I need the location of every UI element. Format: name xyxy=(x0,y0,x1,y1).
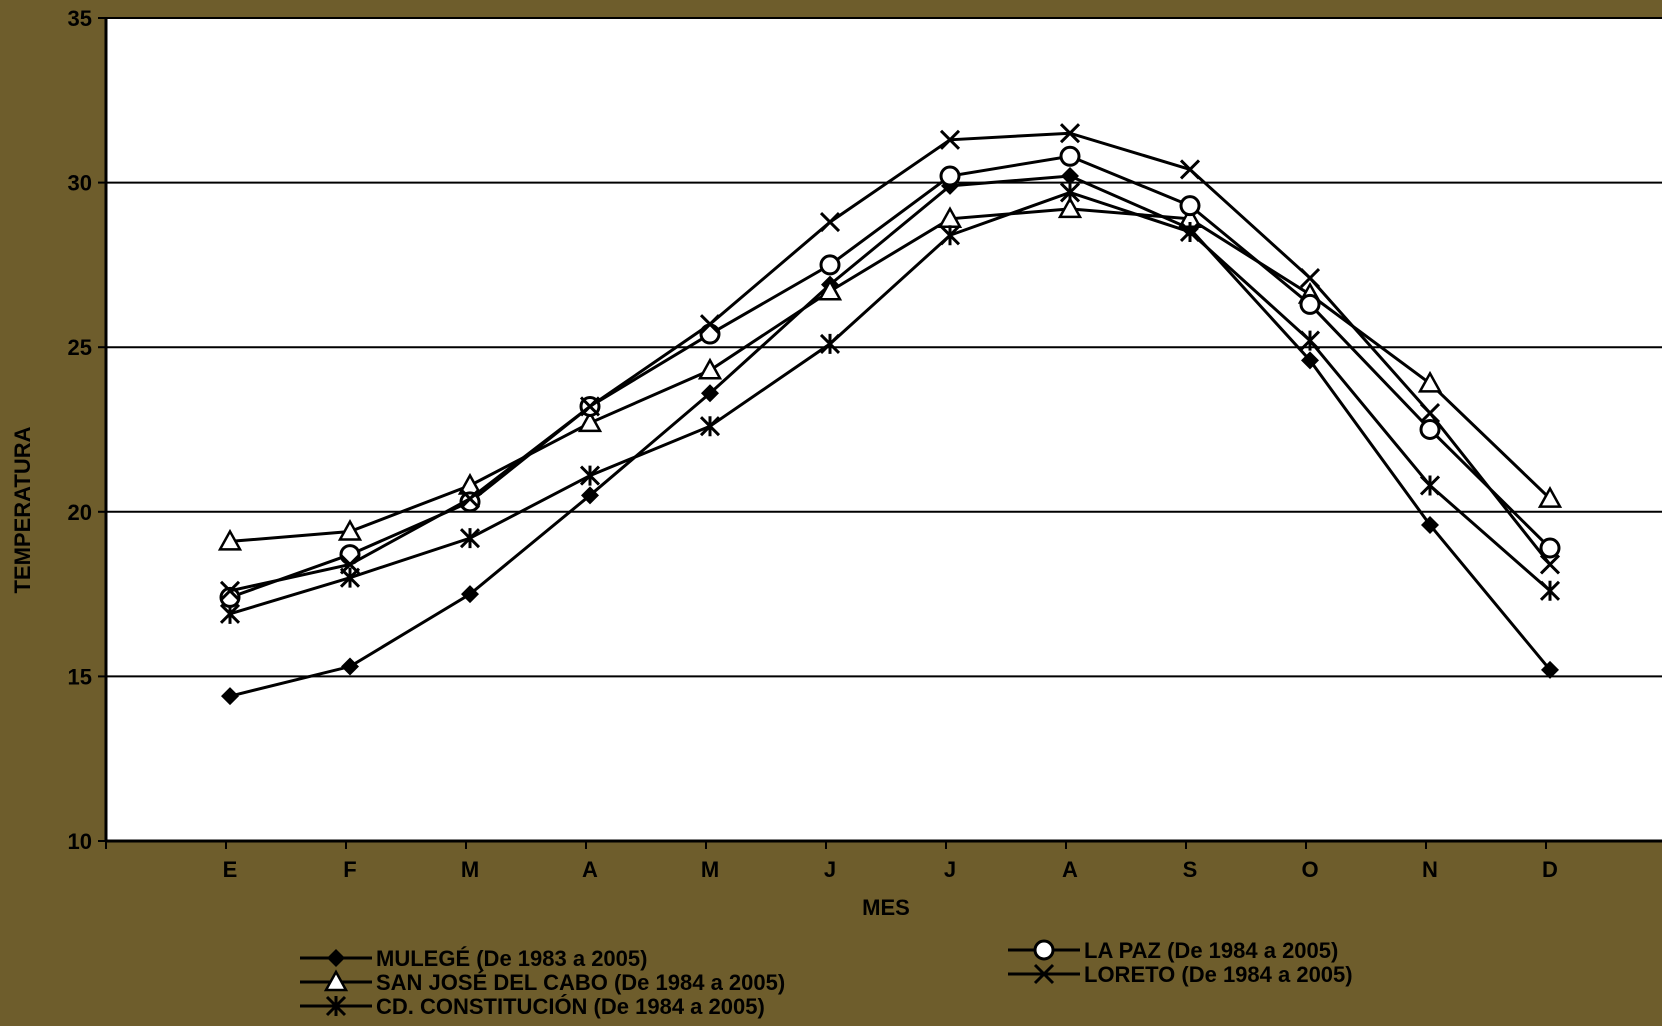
data-point xyxy=(699,416,721,437)
series-4 xyxy=(219,123,1561,601)
data-point xyxy=(1059,123,1081,144)
series-line xyxy=(229,174,1552,698)
data-point xyxy=(1539,580,1561,601)
legend-item: MULEGÉ (De 1983 a 2005) xyxy=(300,946,647,971)
series-line xyxy=(229,207,1552,543)
x-tick-label: F xyxy=(343,857,356,882)
data-point xyxy=(1419,419,1441,440)
data-point xyxy=(221,687,239,706)
legend-marker xyxy=(325,995,347,1017)
x-tick-label: D xyxy=(1542,857,1558,882)
data-point xyxy=(1299,268,1321,289)
x-tick-label: J xyxy=(944,857,956,882)
series-line xyxy=(229,131,1552,593)
x-tick-label: M xyxy=(701,857,719,882)
plot-area xyxy=(106,18,1662,841)
data-point xyxy=(1059,145,1081,167)
x-axis-title: MES xyxy=(862,895,910,920)
data-point xyxy=(581,486,599,505)
y-tick-label: 35 xyxy=(68,6,92,31)
legend-label: LORETO (De 1984 a 2005) xyxy=(1084,962,1353,987)
x-tick-label: J xyxy=(824,857,836,882)
data-point xyxy=(817,278,843,301)
data-point xyxy=(1179,159,1201,180)
data-point xyxy=(819,254,841,276)
data-point xyxy=(579,396,601,417)
data-point xyxy=(701,384,719,403)
legend: MULEGÉ (De 1983 a 2005)SAN JOSÉ DEL CABO… xyxy=(300,938,1353,1019)
legend-label: MULEGÉ (De 1983 a 2005) xyxy=(376,946,647,971)
data-point xyxy=(577,410,603,433)
legend-label: LA PAZ (De 1984 a 2005) xyxy=(1084,938,1338,963)
series-line xyxy=(229,190,1551,616)
y-tick-label: 20 xyxy=(68,500,92,525)
data-point xyxy=(819,212,841,233)
y-tick-label: 25 xyxy=(68,335,92,360)
data-point xyxy=(939,129,961,150)
data-point xyxy=(459,528,481,549)
data-point xyxy=(1061,167,1079,186)
data-point xyxy=(1541,660,1559,679)
data-point xyxy=(1299,293,1321,315)
series-1 xyxy=(217,196,1563,551)
legend-marker xyxy=(323,969,349,992)
y-axis-title: TEMPERATURA xyxy=(10,426,35,593)
data-point xyxy=(939,225,961,246)
legend-marker xyxy=(327,949,345,967)
legend-item: LORETO (De 1984 a 2005) xyxy=(1008,962,1353,987)
data-point xyxy=(1057,196,1083,219)
data-point xyxy=(219,586,241,608)
data-point xyxy=(1419,475,1441,496)
x-tick-label: M xyxy=(461,857,479,882)
y-tick-label: 15 xyxy=(68,664,92,689)
data-point xyxy=(579,465,601,486)
x-tick-label: A xyxy=(582,857,598,882)
series-layer xyxy=(217,123,1563,706)
data-point xyxy=(219,580,241,601)
data-point xyxy=(1299,330,1321,351)
data-point xyxy=(1059,182,1081,203)
legend-marker xyxy=(1033,963,1055,985)
data-point xyxy=(939,165,961,187)
data-point xyxy=(1301,351,1319,370)
data-point xyxy=(1417,370,1443,393)
y-tick-label: 30 xyxy=(68,171,92,196)
data-point xyxy=(337,518,363,541)
data-point xyxy=(819,333,841,354)
x-tick-label: N xyxy=(1422,857,1438,882)
data-point xyxy=(699,314,721,335)
data-point xyxy=(1421,515,1439,534)
data-point xyxy=(1539,537,1561,559)
legend-label: CD. CONSTITUCIÓN (De 1984 a 2005) xyxy=(376,994,765,1019)
legend-label: SAN JOSÉ DEL CABO (De 1984 a 2005) xyxy=(376,970,785,995)
data-point xyxy=(217,528,243,551)
axes xyxy=(98,17,1662,849)
y-tick-label: 10 xyxy=(68,829,92,854)
legend-item: CD. CONSTITUCIÓN (De 1984 a 2005) xyxy=(300,994,765,1019)
data-point xyxy=(1179,195,1201,217)
series-2 xyxy=(219,182,1561,624)
data-point xyxy=(697,357,723,380)
gridlines xyxy=(106,17,1662,678)
x-tick-label: A xyxy=(1062,857,1078,882)
x-tick-label: S xyxy=(1183,857,1198,882)
x-tick-label: O xyxy=(1301,857,1318,882)
legend-item: LA PAZ (De 1984 a 2005) xyxy=(1008,938,1338,963)
data-point xyxy=(1537,486,1563,508)
data-point xyxy=(339,554,361,575)
data-point xyxy=(459,488,481,509)
x-tick-label: E xyxy=(223,857,238,882)
data-point xyxy=(1179,221,1201,243)
data-point xyxy=(461,585,479,604)
data-point xyxy=(341,657,359,676)
legend-marker xyxy=(1033,939,1055,961)
data-point xyxy=(1539,554,1561,575)
data-point xyxy=(1419,402,1441,424)
legend-item: SAN JOSÉ DEL CABO (De 1984 a 2005) xyxy=(300,969,785,995)
y-tick-labels: 10 15 20 25 30 35 xyxy=(68,6,92,854)
